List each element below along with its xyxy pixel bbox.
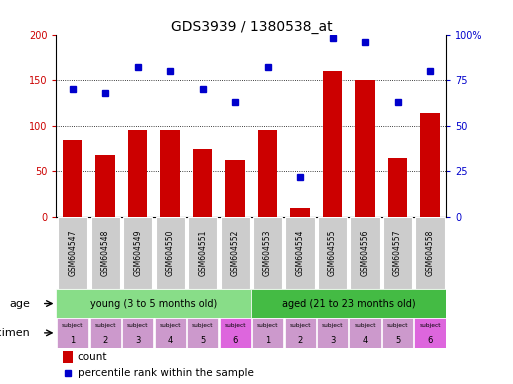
Bar: [415, 318, 446, 348]
Bar: [290, 208, 310, 217]
Text: count: count: [77, 352, 107, 362]
Text: subject: subject: [289, 323, 311, 328]
Bar: [285, 318, 315, 348]
Bar: [349, 318, 381, 348]
Bar: [258, 131, 278, 217]
Text: GSM604554: GSM604554: [295, 230, 305, 276]
Bar: [318, 217, 347, 289]
Bar: [63, 141, 83, 217]
Text: 6: 6: [232, 336, 238, 345]
Bar: [252, 318, 283, 348]
Bar: [90, 217, 120, 289]
Bar: [285, 217, 314, 289]
Text: 2: 2: [298, 336, 303, 345]
Text: subject: subject: [224, 323, 246, 328]
Bar: [323, 71, 342, 217]
Text: subject: subject: [127, 323, 148, 328]
Text: GSM604556: GSM604556: [361, 230, 369, 276]
Text: subject: subject: [62, 323, 84, 328]
Text: 1: 1: [70, 336, 75, 345]
Text: subject: subject: [94, 323, 116, 328]
Text: GSM604557: GSM604557: [393, 230, 402, 276]
Bar: [251, 289, 446, 318]
Bar: [220, 318, 251, 348]
Bar: [123, 217, 152, 289]
Text: subject: subject: [387, 323, 408, 328]
Text: aged (21 to 23 months old): aged (21 to 23 months old): [282, 298, 416, 308]
Text: GSM604555: GSM604555: [328, 230, 337, 276]
Text: subject: subject: [354, 323, 376, 328]
Text: 2: 2: [103, 336, 108, 345]
Text: 4: 4: [168, 336, 173, 345]
Bar: [58, 217, 87, 289]
Text: subject: subject: [192, 323, 213, 328]
Text: GSM604547: GSM604547: [68, 230, 77, 276]
Bar: [225, 160, 245, 217]
Bar: [155, 217, 185, 289]
Bar: [193, 149, 212, 217]
Text: subject: subject: [257, 323, 279, 328]
Bar: [253, 217, 282, 289]
Bar: [350, 217, 380, 289]
Bar: [221, 217, 250, 289]
Bar: [63, 351, 73, 363]
Text: 3: 3: [330, 336, 336, 345]
Text: subject: subject: [322, 323, 343, 328]
Bar: [95, 155, 115, 217]
Text: 3: 3: [135, 336, 141, 345]
Text: percentile rank within the sample: percentile rank within the sample: [77, 368, 253, 378]
Bar: [122, 318, 153, 348]
Text: 5: 5: [200, 336, 205, 345]
Text: 1: 1: [265, 336, 270, 345]
Text: GSM604550: GSM604550: [166, 230, 174, 276]
Bar: [356, 80, 375, 217]
Text: subject: subject: [419, 323, 441, 328]
Bar: [188, 217, 217, 289]
Bar: [416, 217, 445, 289]
Text: GSM604552: GSM604552: [231, 230, 240, 276]
Text: 5: 5: [395, 336, 400, 345]
Text: specimen: specimen: [0, 328, 30, 338]
Bar: [154, 318, 186, 348]
Text: age: age: [10, 298, 30, 308]
Text: subject: subject: [160, 323, 181, 328]
Bar: [56, 289, 251, 318]
Text: GSM604551: GSM604551: [198, 230, 207, 276]
Text: GSM604548: GSM604548: [101, 230, 110, 276]
Text: GSM604549: GSM604549: [133, 230, 142, 276]
Text: GSM604558: GSM604558: [426, 230, 435, 276]
Title: GDS3939 / 1380538_at: GDS3939 / 1380538_at: [170, 20, 332, 33]
Bar: [317, 318, 348, 348]
Bar: [128, 131, 147, 217]
Bar: [187, 318, 218, 348]
Bar: [57, 318, 88, 348]
Text: young (3 to 5 months old): young (3 to 5 months old): [90, 298, 218, 308]
Bar: [383, 217, 412, 289]
Bar: [420, 113, 440, 217]
Text: 6: 6: [427, 336, 433, 345]
Bar: [90, 318, 121, 348]
Text: GSM604553: GSM604553: [263, 230, 272, 276]
Bar: [382, 318, 413, 348]
Bar: [161, 129, 180, 217]
Text: 4: 4: [363, 336, 368, 345]
Bar: [388, 158, 407, 217]
